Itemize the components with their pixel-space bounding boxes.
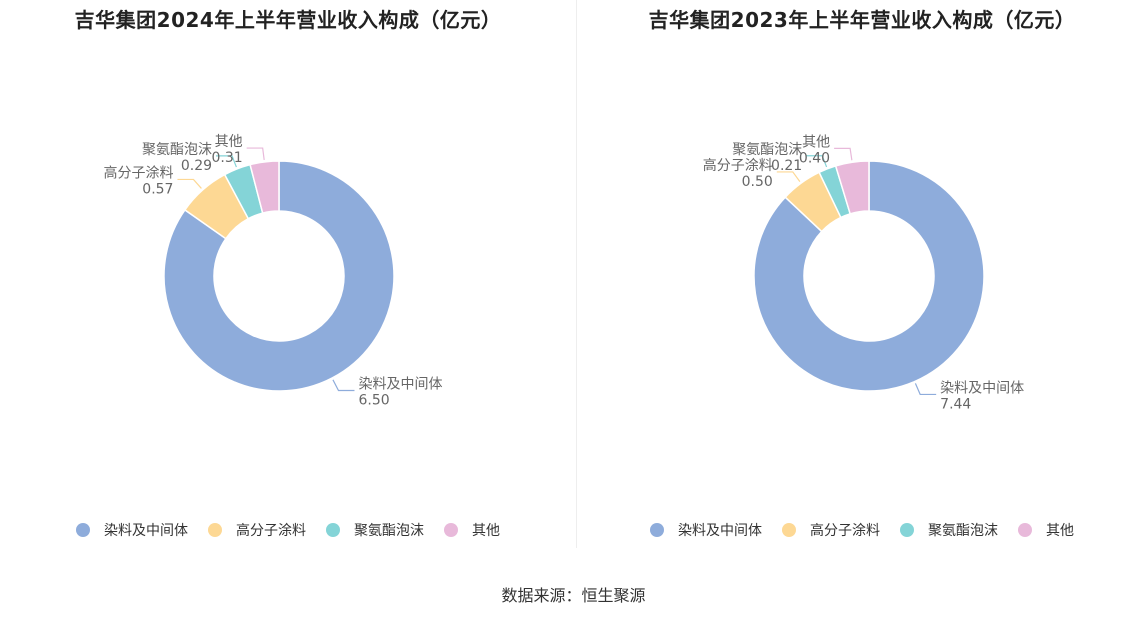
chart-panel-2023: 吉华集团2023年上半年营业收入构成（亿元） 染料及中间体 7.44 高分子涂料 0.…: [577, 0, 1147, 560]
slice-value-label: 0.21: [771, 158, 802, 174]
leader-line: [216, 155, 237, 168]
leader-line: [332, 379, 355, 392]
legend-item[interactable]: 聚氨酯泡沫: [326, 520, 424, 540]
leader-line: [177, 178, 202, 189]
legend-item[interactable]: 染料及中间体: [650, 520, 762, 540]
slice-value-label: 6.50: [358, 392, 389, 408]
leader-line: [834, 147, 853, 161]
leader-line: [246, 147, 265, 161]
slice-category-label: 其他: [215, 134, 243, 150]
legend-label: 染料及中间体: [678, 523, 762, 539]
chart-title: 吉华集团2024年上半年营业收入构成（亿元）: [74, 8, 502, 32]
slice-value-label: 0.50: [742, 174, 773, 190]
legend-item[interactable]: 其他: [1018, 520, 1074, 540]
chart-title: 吉华集团2023年上半年营业收入构成（亿元）: [648, 8, 1076, 32]
slice-category-label: 高分子涂料: [703, 157, 773, 174]
panel-divider: [576, 0, 577, 548]
legend-label: 其他: [472, 523, 500, 539]
legend-label: 其他: [1046, 523, 1074, 539]
slice-value-label: 0.57: [142, 181, 173, 197]
legend-label: 聚氨酯泡沫: [354, 523, 424, 539]
donut-slice-other[interactable]: [834, 160, 870, 215]
legend-item[interactable]: 聚氨酯泡沫: [900, 520, 998, 540]
legend-label: 高分子涂料: [236, 523, 306, 539]
chart-panel-2024: 吉华集团2024年上半年营业收入构成（亿元） 染料及中间体 6.50 高分子涂料 0.…: [0, 0, 576, 560]
slice-category-label: 染料及中间体: [940, 380, 1024, 396]
legend-marker-icon: [650, 523, 664, 537]
legend-item[interactable]: 高分子涂料: [208, 520, 306, 540]
legend-marker-icon: [1018, 523, 1032, 537]
legend-marker-icon: [76, 523, 90, 537]
donut-slice-other[interactable]: [249, 160, 280, 214]
legend-label: 高分子涂料: [810, 523, 880, 539]
chart-legend: 染料及中间体 高分子涂料 聚氨酯泡沫 其他: [0, 520, 576, 540]
slice-category-label: 高分子涂料: [103, 164, 173, 181]
legend-marker-icon: [326, 523, 340, 537]
legend-marker-icon: [782, 523, 796, 537]
slice-category-label: 聚氨酯泡沫: [142, 142, 212, 158]
legend-item[interactable]: 高分子涂料: [782, 520, 880, 540]
data-source: 数据来源：恒生聚源: [501, 586, 646, 605]
legend-marker-icon: [208, 523, 222, 537]
donut-slice-dyes[interactable]: [753, 160, 985, 392]
legend-label: 染料及中间体: [104, 523, 188, 539]
legend-item[interactable]: 其他: [444, 520, 500, 540]
legend-label: 聚氨酯泡沫: [928, 523, 998, 539]
legend-marker-icon: [444, 523, 458, 537]
donut-slice-dyes[interactable]: [163, 160, 395, 392]
leader-line: [776, 171, 801, 182]
slice-category-label: 聚氨酯泡沫: [732, 142, 802, 158]
slice-value-label: 0.31: [211, 150, 242, 166]
leader-line: [914, 383, 937, 396]
slice-category-label: 其他: [802, 134, 830, 150]
leader-line: [806, 155, 828, 168]
slice-category-label: 染料及中间体: [358, 376, 442, 392]
legend-item[interactable]: 染料及中间体: [76, 520, 188, 540]
slice-value-label: 7.44: [940, 396, 971, 412]
legend-marker-icon: [900, 523, 914, 537]
slice-value-label: 0.40: [799, 150, 830, 166]
chart-legend: 染料及中间体 高分子涂料 聚氨酯泡沫 其他: [577, 520, 1147, 540]
slice-value-label: 0.29: [181, 158, 212, 174]
